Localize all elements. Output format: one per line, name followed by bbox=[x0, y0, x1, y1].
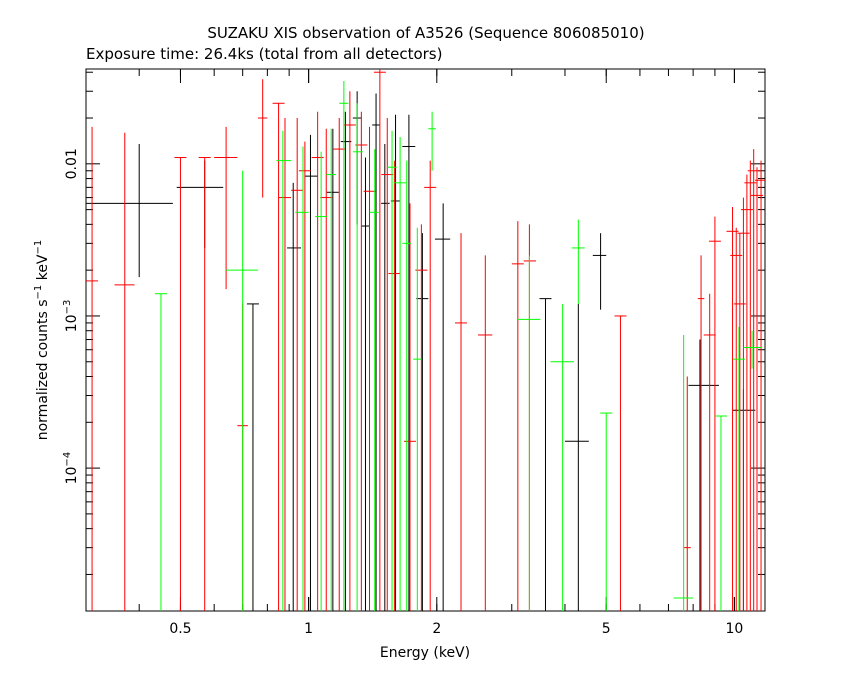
y-tick-label: 10−3 bbox=[62, 300, 80, 333]
data-point bbox=[387, 130, 397, 611]
data-point bbox=[539, 298, 552, 611]
data-point bbox=[733, 233, 746, 611]
data-point bbox=[402, 160, 412, 611]
data-point bbox=[732, 326, 745, 611]
data-point bbox=[86, 143, 173, 278]
y-tick-label: 0.01 bbox=[64, 148, 80, 179]
data-point bbox=[571, 219, 585, 304]
data-point bbox=[381, 143, 390, 611]
data-point bbox=[730, 227, 743, 611]
data-point bbox=[592, 233, 607, 310]
data-point bbox=[272, 102, 285, 611]
chart-subtitle: Exposure time: 26.4ks (total from all de… bbox=[86, 45, 442, 63]
x-axis: 0.5 1 2 5 10 bbox=[85, 69, 743, 637]
data-point bbox=[744, 160, 757, 611]
data-point bbox=[714, 415, 727, 611]
x-tick-label: 10 bbox=[725, 621, 743, 637]
x-tick-label: 1 bbox=[304, 621, 313, 637]
data-point bbox=[174, 157, 187, 611]
data-point bbox=[369, 149, 379, 611]
data-point bbox=[697, 255, 705, 611]
data-point bbox=[176, 160, 224, 248]
data-point bbox=[413, 227, 422, 611]
data-point bbox=[226, 170, 258, 611]
data-point bbox=[326, 128, 337, 611]
y-tick-label: 10−4 bbox=[62, 452, 80, 485]
data-point bbox=[688, 339, 719, 611]
data-point bbox=[339, 81, 349, 611]
data-point bbox=[564, 303, 589, 611]
data-point bbox=[708, 216, 721, 611]
data-point bbox=[403, 203, 416, 611]
x-tick-label: 2 bbox=[432, 621, 441, 637]
data-point bbox=[352, 103, 363, 611]
data-point bbox=[747, 149, 760, 611]
data-point bbox=[372, 93, 380, 611]
data-point bbox=[381, 118, 394, 611]
data-point bbox=[478, 255, 493, 611]
data-point bbox=[726, 207, 739, 611]
data-point bbox=[295, 146, 309, 611]
data-point bbox=[278, 118, 291, 611]
data-point bbox=[311, 111, 324, 611]
data-point bbox=[511, 221, 524, 611]
data-point bbox=[428, 111, 436, 171]
data-point bbox=[740, 174, 753, 611]
data-point bbox=[198, 157, 211, 611]
data-point bbox=[214, 126, 238, 290]
data-point bbox=[755, 160, 765, 611]
data-point bbox=[320, 128, 333, 611]
data-point bbox=[298, 141, 311, 611]
data-point bbox=[291, 118, 304, 611]
data-point bbox=[743, 330, 762, 369]
data-point bbox=[276, 130, 292, 611]
data-point bbox=[373, 69, 386, 611]
data-point bbox=[703, 293, 716, 611]
data-point bbox=[333, 118, 346, 611]
data-point bbox=[416, 233, 429, 611]
data-point bbox=[361, 157, 370, 611]
data-point bbox=[737, 197, 750, 611]
x-tick-label: 0.5 bbox=[169, 621, 191, 637]
data-point bbox=[517, 255, 541, 611]
data-point bbox=[304, 134, 318, 611]
data-point bbox=[434, 203, 451, 611]
data-point bbox=[550, 303, 574, 611]
x-axis-label: Energy (keV) bbox=[380, 645, 470, 661]
plot-border bbox=[85, 68, 766, 612]
data-point bbox=[388, 160, 401, 611]
data-point bbox=[363, 126, 376, 611]
x-tick-label: 5 bbox=[602, 621, 611, 637]
data-point bbox=[402, 114, 416, 611]
data-point bbox=[154, 293, 167, 611]
data-point bbox=[326, 128, 339, 611]
data-point bbox=[257, 79, 268, 198]
data-point bbox=[343, 91, 356, 611]
data-point bbox=[600, 412, 613, 611]
plot-frame bbox=[85, 68, 766, 612]
data-point bbox=[673, 334, 694, 611]
data-series bbox=[86, 69, 765, 611]
data-point bbox=[424, 160, 437, 611]
data-point bbox=[114, 132, 135, 611]
data-point bbox=[315, 151, 328, 611]
y-axis-label: normalized counts s−1 keV−1 bbox=[33, 240, 51, 441]
data-point bbox=[614, 315, 627, 611]
y-axis: 0.01 10−3 10−4 bbox=[62, 71, 765, 575]
data-point bbox=[86, 126, 99, 611]
data-point bbox=[394, 137, 407, 611]
data-point bbox=[287, 182, 302, 611]
data-point bbox=[455, 233, 468, 611]
data-point bbox=[683, 376, 691, 611]
data-point bbox=[246, 303, 259, 611]
chart-title: SUZAKU XIS observation of A3526 (Sequenc… bbox=[207, 24, 644, 42]
